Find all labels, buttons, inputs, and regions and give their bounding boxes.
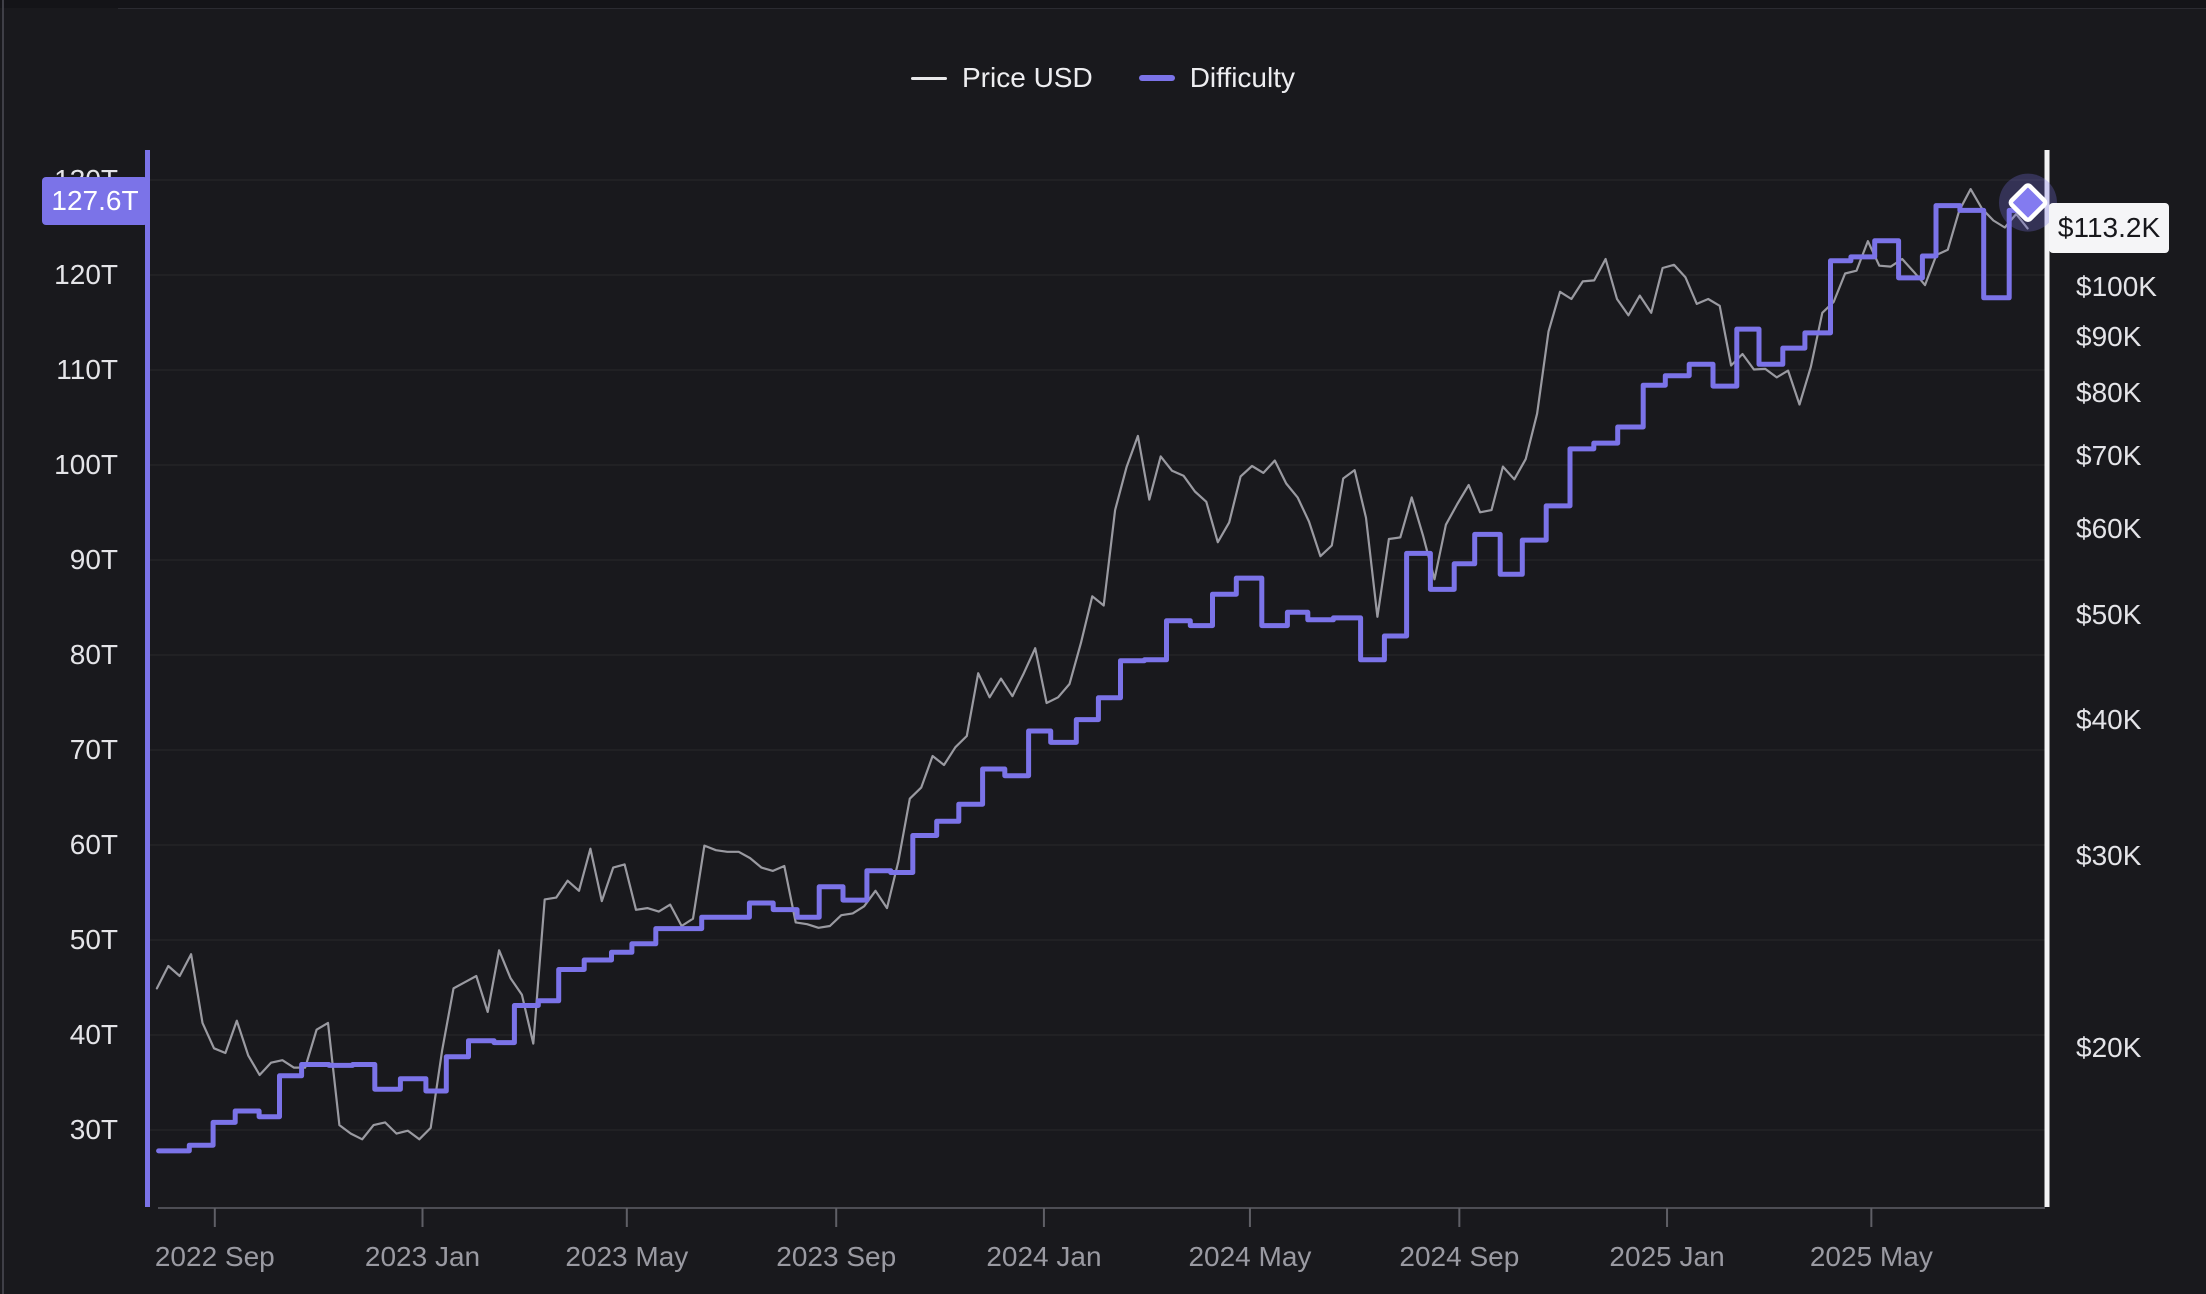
page-left-border (2, 0, 4, 1294)
date-axis-tick-label: 2024 May (1188, 1241, 1312, 1272)
date-axis-tick-label: 2022 Sep (154, 1241, 275, 1272)
price-axis-tick-label: $20K (2076, 1032, 2142, 1064)
page-top-strip (0, 0, 2206, 8)
date-axis-tick-label: 2023 Jan (364, 1241, 481, 1272)
difficulty-axis-tick-label: 110T (56, 354, 118, 385)
price-axis-tick-label: $100K (2076, 271, 2157, 302)
price-axis-tick-label: $90K (2076, 320, 2142, 352)
difficulty-axis-tick-label: 50T (69, 924, 118, 955)
date-axis-tick-label: 2024 Jan (986, 1241, 1102, 1272)
date-axis-tick-label: 2024 Sep (1399, 1241, 1520, 1272)
price-axis-tick-label: $60K (2076, 512, 2142, 544)
difficulty-axis-tick-label: 90T (69, 544, 118, 575)
legend-item-difficulty[interactable]: Difficulty (1138, 62, 1295, 94)
price-line-swatch (911, 76, 947, 80)
price-current-value-badge: $113.2K (2049, 203, 2169, 253)
price-axis-tick-label: $40K (2076, 704, 2142, 736)
legend-label-difficulty: Difficulty (1189, 62, 1295, 93)
legend-item-price-usd[interactable]: Price USD (911, 62, 1093, 94)
price-series-line (155, 188, 2029, 1141)
difficulty-last-point-marker (2008, 183, 2048, 223)
price-axis-tick-label: $30K (2076, 840, 2142, 872)
difficulty-axis-tick-label: 70T (69, 734, 118, 765)
date-axis-tick-label: 2023 May (565, 1241, 689, 1272)
date-axis-tick-label: 2023 Sep (776, 1241, 897, 1272)
price-axis-tick-label: $50K (2076, 598, 2142, 630)
chart-legend: Price USD Difficulty (0, 62, 2206, 94)
date-axis-tick-label: 2025 Jan (1609, 1241, 1725, 1272)
date-axis-tick-label: 2025 May (1809, 1241, 1933, 1272)
panel-top-border (118, 8, 2206, 9)
difficulty-axis-tick-label: 30T (69, 1114, 118, 1145)
legend-label-price-usd: Price USD (962, 62, 1093, 93)
price-axis-tick-label: $70K (2076, 439, 2142, 471)
difficulty-axis-tick-label: 100T (54, 449, 118, 480)
difficulty-axis-tick-label: 40T (69, 1019, 118, 1050)
difficulty-axis-tick-label: 80T (69, 639, 118, 670)
difficulty-line-swatch (1138, 75, 1175, 81)
difficulty-axis-tick-label: 120T (54, 259, 118, 290)
price-axis-tick-label: $80K (2076, 376, 2142, 408)
difficulty-series-line (156, 200, 2031, 1154)
difficulty-axis-tick-label: 60T (69, 829, 118, 860)
difficulty-current-value-badge: 127.6T (42, 177, 148, 225)
